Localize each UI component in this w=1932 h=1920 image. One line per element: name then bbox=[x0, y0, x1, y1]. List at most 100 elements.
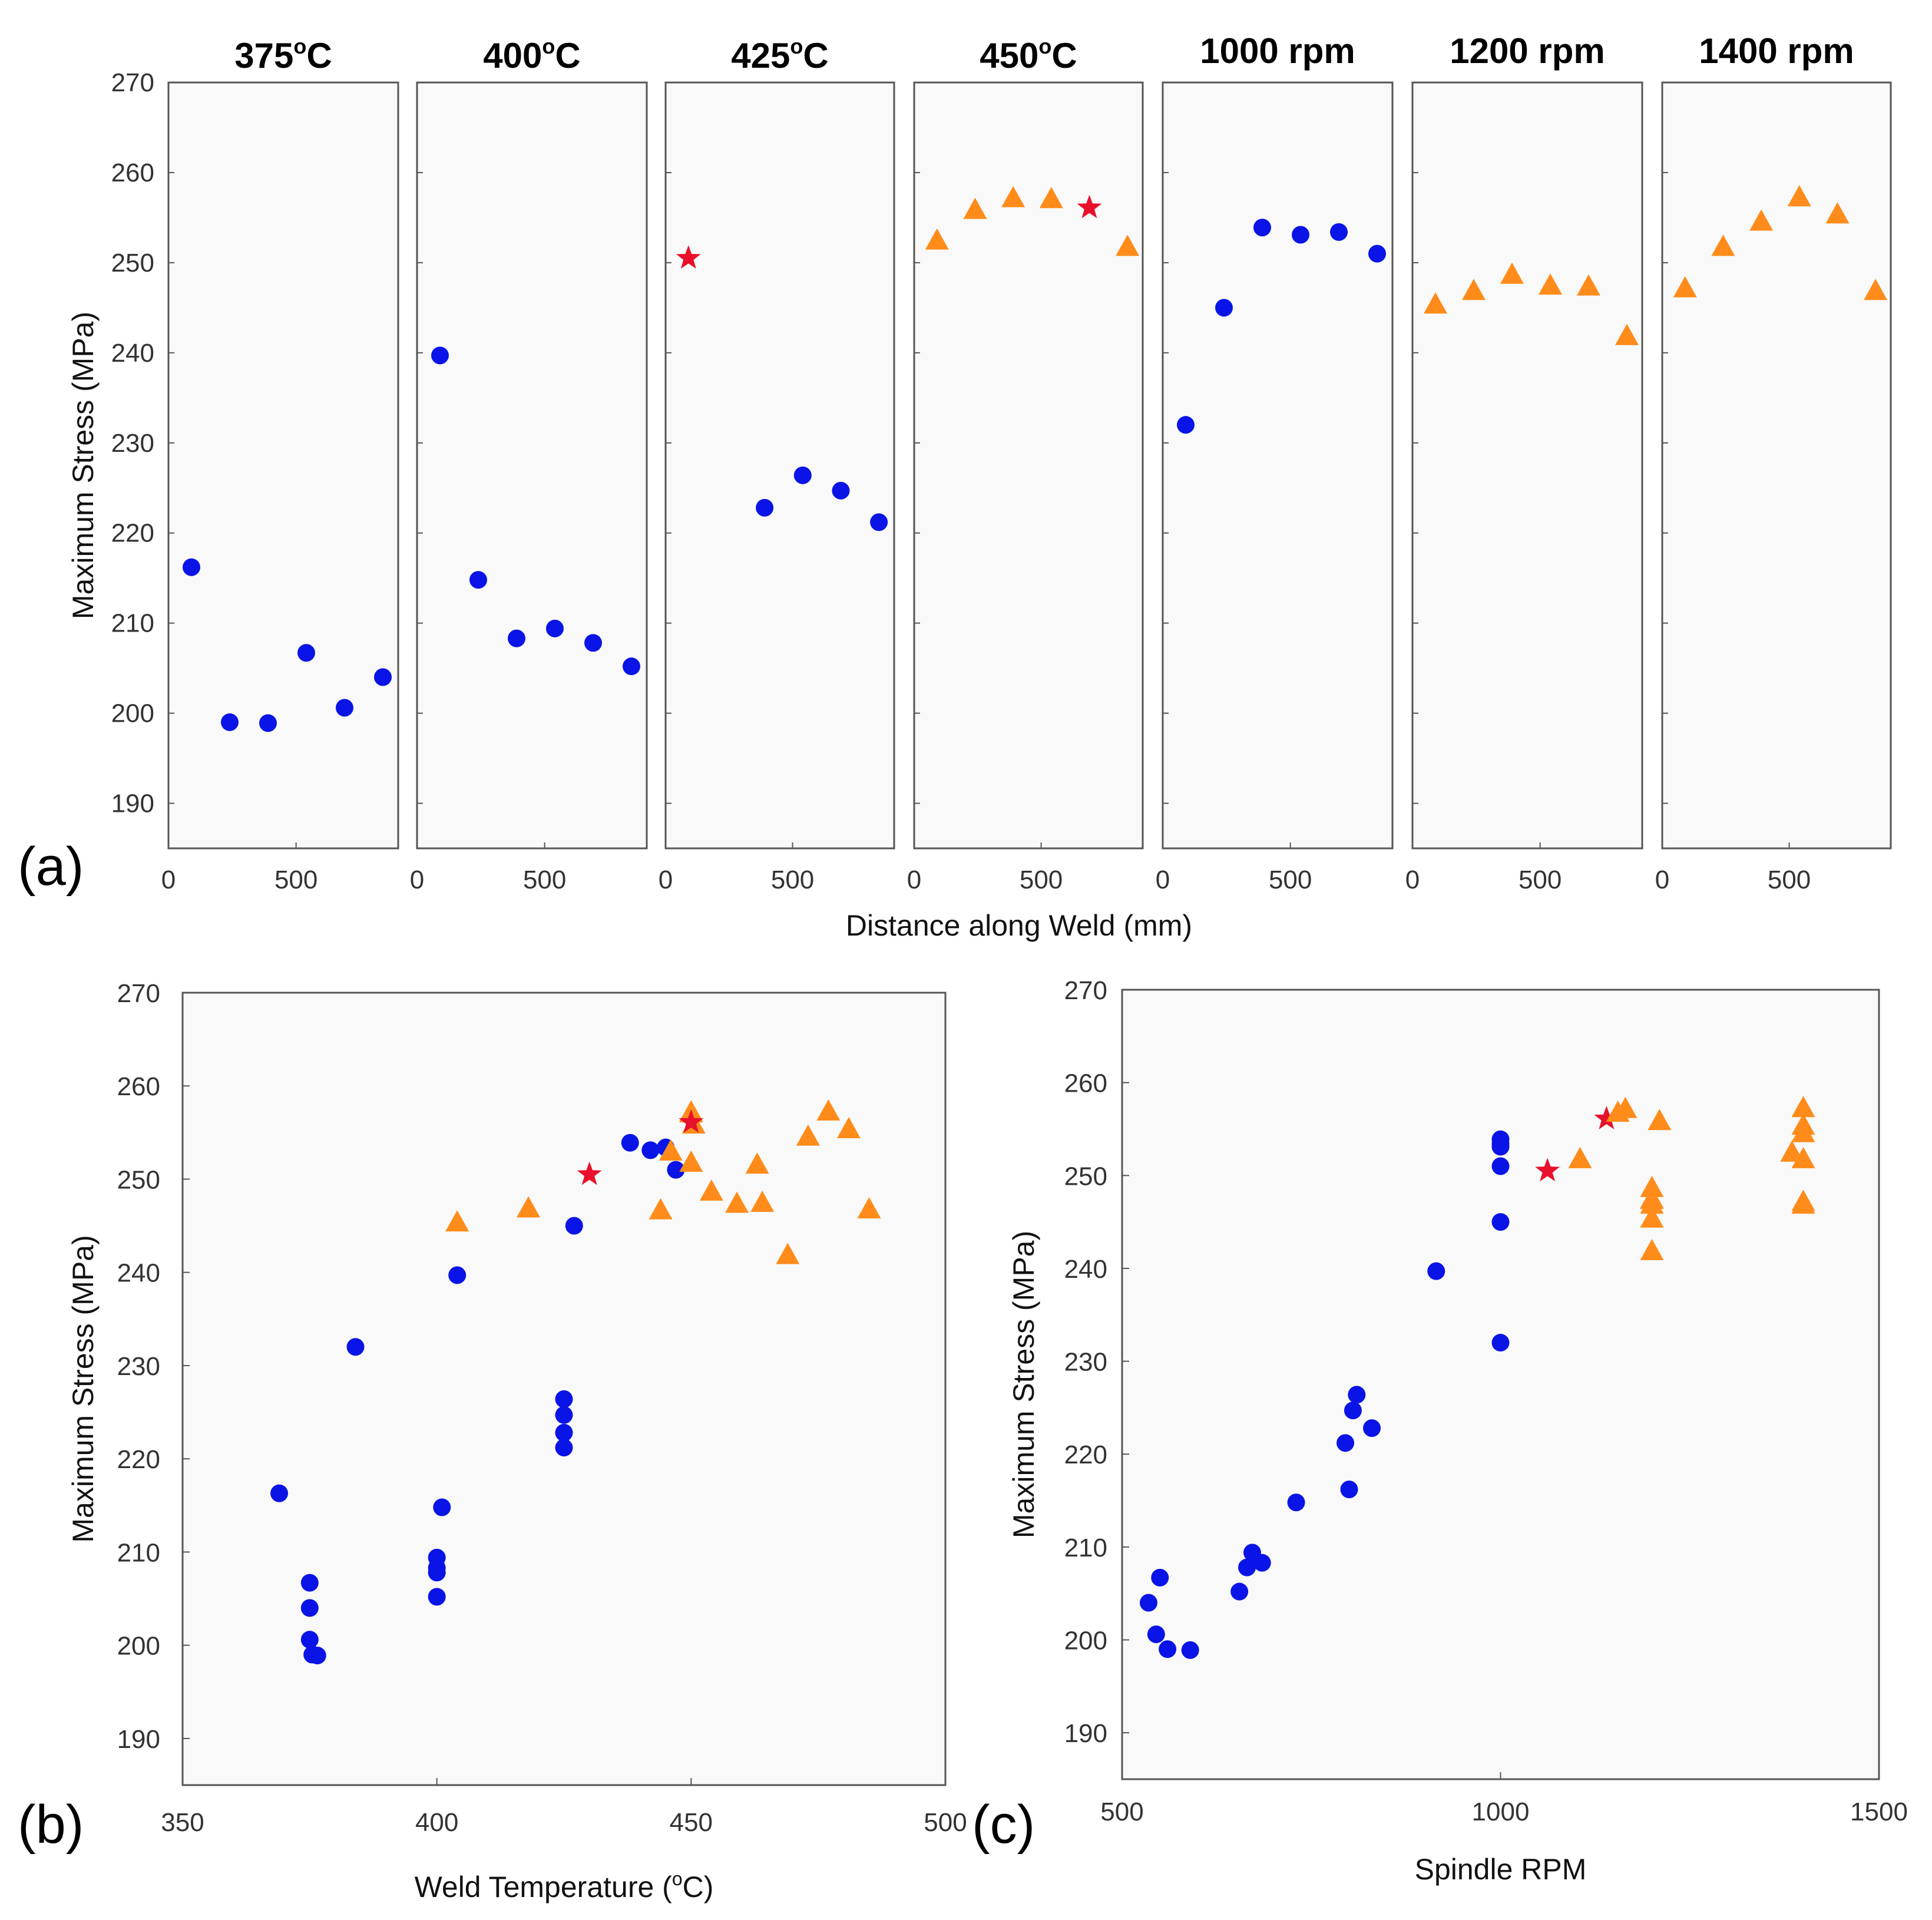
data-point-circle bbox=[565, 1217, 583, 1235]
y-tick-label: 220 bbox=[117, 1445, 160, 1474]
data-point-circle bbox=[297, 644, 315, 662]
data-point-triangle bbox=[699, 1179, 723, 1201]
data-point-star bbox=[1077, 194, 1102, 219]
data-point-triangle bbox=[1615, 323, 1639, 345]
y-tick-label: 210 bbox=[117, 1538, 160, 1567]
data-point-triangle bbox=[725, 1191, 749, 1213]
y-tick-label: 260 bbox=[111, 158, 154, 187]
data-point-circle bbox=[555, 1406, 573, 1424]
x-tick-label: 0 bbox=[907, 865, 921, 894]
data-point-triangle bbox=[1039, 187, 1063, 209]
data-point-triangle bbox=[750, 1191, 775, 1212]
data-point-triangle bbox=[1500, 262, 1524, 284]
data-point-triangle bbox=[1825, 202, 1850, 224]
data-point-triangle bbox=[1568, 1146, 1592, 1168]
y-axis-label: Maximum Stress (MPa) bbox=[67, 1235, 100, 1542]
data-point-circle bbox=[870, 513, 888, 531]
data-point-circle bbox=[374, 668, 392, 686]
y-tick-label: 190 bbox=[111, 789, 154, 818]
subplot-title-degree: o bbox=[790, 34, 803, 58]
data-point-triangle bbox=[1640, 1175, 1664, 1197]
data-point-circle bbox=[428, 1588, 446, 1606]
x-tick-label: 0 bbox=[161, 865, 176, 894]
subplot-title: 400oC bbox=[483, 34, 580, 75]
data-point-triangle bbox=[1780, 1140, 1804, 1162]
y-tick-label: 240 bbox=[1064, 1255, 1107, 1284]
x-tick-label: 450 bbox=[670, 1808, 713, 1837]
subplot-a-3 bbox=[664, 81, 895, 850]
data-point-circle bbox=[1215, 299, 1233, 317]
data-point-circle bbox=[555, 1439, 573, 1457]
data-point-circle bbox=[308, 1647, 326, 1665]
data-point-circle bbox=[667, 1161, 685, 1179]
x-tick-label: 1500 bbox=[1850, 1797, 1908, 1826]
data-point-triangle bbox=[1648, 1109, 1672, 1131]
x-tick-label: 0 bbox=[1156, 865, 1170, 894]
data-point-circle bbox=[1348, 1386, 1366, 1404]
data-point-circle bbox=[1340, 1481, 1358, 1499]
data-point-triangle bbox=[1462, 279, 1486, 300]
data-point-circle bbox=[300, 1631, 319, 1649]
data-point-circle bbox=[1238, 1558, 1256, 1577]
subplot-a-6 bbox=[1411, 81, 1643, 850]
subplot-a-1 bbox=[167, 81, 399, 850]
subplot-title-unit: C bbox=[1051, 36, 1077, 75]
data-point-triangle bbox=[1791, 1096, 1815, 1118]
y-tick-label: 250 bbox=[1064, 1162, 1107, 1191]
data-point-circle bbox=[1151, 1568, 1169, 1587]
y-axis-label: Maximum Stress (MPa) bbox=[67, 312, 100, 619]
data-point-triangle bbox=[1787, 185, 1811, 207]
y-tick-label: 240 bbox=[117, 1259, 160, 1288]
x-tick-label: 400 bbox=[415, 1808, 458, 1837]
subplot-title: 1400 rpm bbox=[1699, 31, 1854, 71]
y-tick-label: 270 bbox=[111, 68, 154, 97]
x-tick-label: 0 bbox=[410, 865, 424, 894]
data-point-star bbox=[1594, 1106, 1619, 1129]
y-tick-label: 240 bbox=[111, 339, 154, 368]
data-point-circle bbox=[1330, 223, 1348, 241]
x-axis-label-text: Weld Temperature ( bbox=[415, 1871, 673, 1904]
data-point-triangle bbox=[816, 1099, 841, 1121]
data-point-circle bbox=[1491, 1130, 1510, 1148]
x-axis-label-unit: C) bbox=[683, 1871, 714, 1904]
data-point-circle bbox=[756, 498, 774, 517]
subplot-a-4 bbox=[913, 81, 1144, 850]
data-point-circle bbox=[555, 1423, 573, 1442]
x-tick-label: 500 bbox=[1020, 865, 1063, 894]
data-point-triangle bbox=[649, 1198, 673, 1220]
data-point-triangle bbox=[1640, 1187, 1664, 1208]
data-point-star bbox=[1535, 1158, 1560, 1182]
y-tick-label: 270 bbox=[1064, 976, 1107, 1005]
y-tick-label: 200 bbox=[1064, 1627, 1107, 1655]
x-tick-label: 500 bbox=[523, 865, 566, 894]
subplot-title-value: 450 bbox=[980, 36, 1038, 75]
subplot-title-value: 425 bbox=[731, 36, 790, 75]
y-axis-label: Maximum Stress (MPa) bbox=[1007, 1231, 1040, 1538]
y-tick-label: 230 bbox=[117, 1352, 160, 1381]
subplot-title-unit: C bbox=[555, 36, 580, 75]
x-tick-label: 500 bbox=[1768, 865, 1811, 894]
data-point-circle bbox=[1253, 219, 1271, 237]
x-axis-label: Spindle RPM bbox=[1415, 1853, 1587, 1886]
data-point-triangle bbox=[1640, 1206, 1664, 1228]
data-point-circle bbox=[1491, 1157, 1510, 1175]
x-tick-label: 500 bbox=[924, 1808, 967, 1837]
y-tick-label: 260 bbox=[1064, 1069, 1107, 1098]
data-point-circle bbox=[221, 713, 239, 731]
subplot-title: 1000 rpm bbox=[1200, 31, 1355, 71]
y-tick-label: 270 bbox=[117, 979, 160, 1008]
data-point-triangle bbox=[1711, 234, 1735, 256]
data-point-star bbox=[676, 245, 701, 269]
y-tick-label: 220 bbox=[1064, 1440, 1107, 1469]
data-point-circle bbox=[832, 481, 850, 500]
data-point-triangle bbox=[963, 197, 987, 219]
data-point-circle bbox=[1253, 1554, 1271, 1572]
y-tick-label: 200 bbox=[117, 1632, 160, 1661]
data-point-triangle bbox=[776, 1242, 800, 1264]
data-point-circle bbox=[1181, 1641, 1199, 1659]
data-point-circle bbox=[300, 1574, 319, 1592]
x-axis-label: Weld Temperature (oC) bbox=[415, 1868, 714, 1904]
data-point-star bbox=[577, 1161, 602, 1185]
data-point-circle bbox=[433, 1498, 451, 1516]
data-point-circle bbox=[621, 1134, 639, 1152]
